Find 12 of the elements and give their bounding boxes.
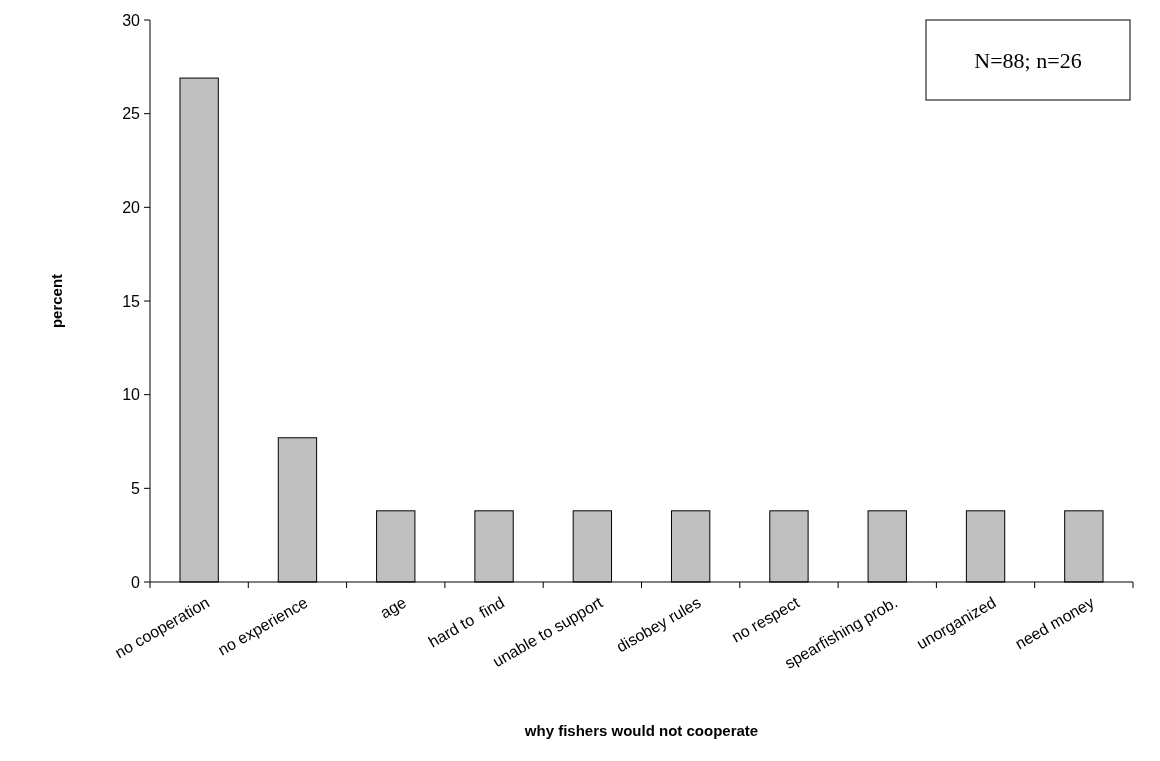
y-tick-label: 5 [131,479,141,497]
annotation: N=88; n=26 [974,47,1082,73]
x-tick-label: hard to find [425,593,508,651]
x-tick-label: age [377,593,409,622]
y-tick-label: 20 [122,198,141,216]
y-tick-label: 0 [131,573,141,591]
y-tick-label: 25 [122,105,141,123]
y-tick-label: 10 [122,386,141,404]
x-axis-title: why fishers would not cooperate [523,722,759,739]
y-tick-label: 30 [122,11,141,29]
y-tick-label: 15 [122,292,141,310]
y-axis-title: percent [48,273,65,329]
